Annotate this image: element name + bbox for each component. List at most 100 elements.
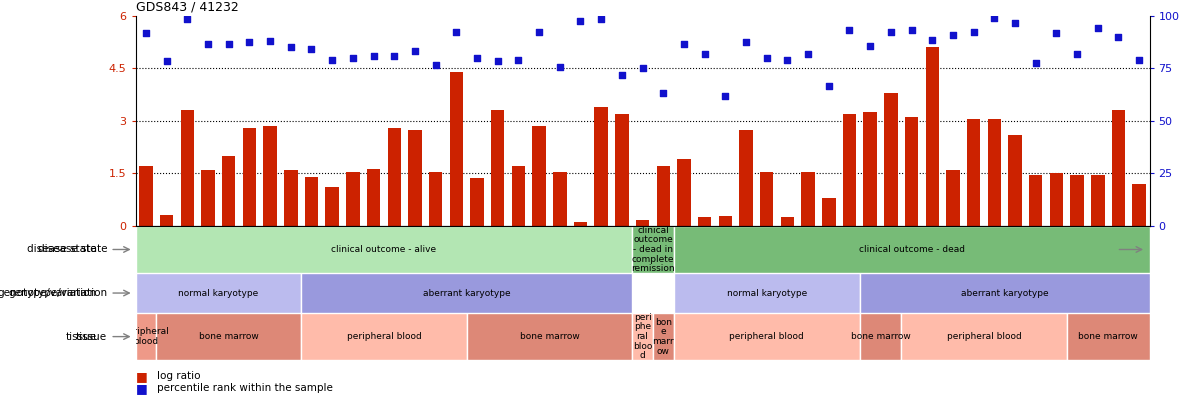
Bar — [467, 313, 632, 360]
Bar — [512, 166, 525, 226]
Text: peri
phe
ral
bloo
d: peri phe ral bloo d — [633, 313, 652, 360]
Bar — [157, 313, 301, 360]
Bar — [243, 128, 256, 226]
Bar — [698, 217, 711, 226]
Point — [406, 48, 424, 54]
Bar — [802, 171, 815, 226]
Point — [571, 18, 590, 24]
Bar — [988, 119, 1001, 226]
Point — [302, 46, 321, 52]
Text: bone marrow: bone marrow — [520, 332, 579, 341]
Text: ■: ■ — [136, 370, 147, 383]
Point — [447, 29, 466, 35]
Bar — [449, 72, 463, 226]
Point — [861, 42, 880, 49]
Point — [612, 72, 631, 78]
Bar — [490, 110, 505, 226]
Bar — [388, 128, 401, 226]
Point — [488, 58, 507, 65]
Point — [592, 16, 611, 23]
Text: peripheral blood: peripheral blood — [947, 332, 1021, 341]
Text: disease state: disease state — [27, 244, 97, 255]
Point — [157, 58, 176, 65]
Text: bone marrow: bone marrow — [850, 332, 910, 341]
Text: aberrant karyotype: aberrant karyotype — [961, 289, 1048, 297]
Bar — [822, 198, 836, 226]
Bar — [863, 112, 877, 226]
Point — [757, 55, 776, 61]
Text: log ratio: log ratio — [157, 371, 200, 381]
Point — [509, 56, 528, 63]
Point — [1109, 34, 1128, 40]
Point — [1026, 60, 1045, 66]
Bar — [653, 313, 673, 360]
Point — [841, 27, 859, 33]
Bar — [284, 170, 297, 226]
Bar — [1112, 110, 1125, 226]
Bar — [657, 166, 670, 226]
Text: aberrant karyotype: aberrant karyotype — [423, 289, 511, 297]
Bar — [1133, 184, 1146, 226]
Bar — [533, 126, 546, 226]
Text: genotype/variation: genotype/variation — [0, 288, 97, 298]
Point — [984, 14, 1003, 21]
Bar — [470, 179, 483, 226]
Point — [633, 65, 652, 71]
Bar — [574, 222, 587, 226]
Bar — [222, 156, 236, 226]
Point — [674, 41, 693, 47]
Text: clinical outcome - dead: clinical outcome - dead — [858, 245, 964, 254]
Text: ■: ■ — [136, 382, 147, 394]
Point — [426, 62, 444, 68]
Bar — [1071, 175, 1084, 226]
Bar — [673, 226, 1150, 273]
Bar — [859, 273, 1150, 313]
Point — [882, 29, 901, 35]
Point — [1006, 20, 1025, 26]
Text: bone marrow: bone marrow — [199, 332, 258, 341]
Text: peripheral
blood: peripheral blood — [123, 327, 170, 346]
Bar — [301, 273, 632, 313]
Text: disease state: disease state — [38, 244, 107, 255]
Point — [737, 39, 756, 45]
Text: GDS843 / 41232: GDS843 / 41232 — [136, 0, 238, 13]
Bar — [760, 171, 773, 226]
Bar — [408, 129, 422, 226]
Point — [1088, 25, 1107, 31]
Point — [902, 27, 921, 33]
Bar — [1029, 175, 1042, 226]
Bar — [304, 177, 318, 226]
Bar — [139, 166, 152, 226]
Text: normal karyotype: normal karyotype — [726, 289, 806, 297]
Bar — [202, 170, 215, 226]
Bar — [739, 129, 752, 226]
Bar — [718, 216, 732, 226]
Bar — [136, 273, 301, 313]
Text: bon
e
marr
ow: bon e marr ow — [652, 318, 674, 356]
Bar — [347, 171, 360, 226]
Point — [198, 41, 217, 47]
Point — [468, 55, 487, 61]
Text: tissue: tissue — [66, 331, 97, 342]
Point — [798, 51, 817, 57]
Bar — [1008, 135, 1022, 226]
Point — [529, 29, 548, 35]
Bar — [632, 226, 673, 273]
Bar — [859, 313, 901, 360]
Point — [323, 56, 342, 63]
Text: clinical outcome - alive: clinical outcome - alive — [331, 245, 436, 254]
Text: clinical
outcome
- dead in
complete
remission: clinical outcome - dead in complete remi… — [631, 226, 674, 273]
Point — [1129, 56, 1148, 63]
Point — [282, 44, 301, 50]
Bar — [1091, 175, 1105, 226]
Bar — [594, 107, 608, 226]
Point — [219, 41, 238, 47]
Point — [261, 38, 279, 44]
Bar — [632, 313, 653, 360]
Bar — [780, 217, 795, 226]
Bar — [843, 114, 856, 226]
Bar — [884, 93, 897, 226]
Bar — [136, 226, 632, 273]
Bar — [301, 313, 467, 360]
Point — [696, 51, 714, 57]
